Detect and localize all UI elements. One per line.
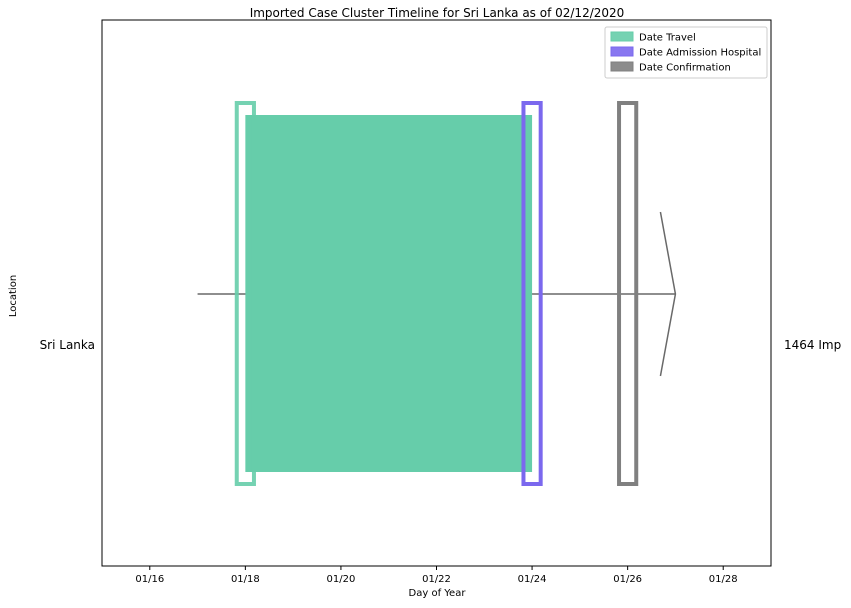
marker-date-travel <box>234 101 256 486</box>
legend-label: Date Confirmation <box>639 63 731 74</box>
legend-label: Date Travel <box>639 33 696 44</box>
x-tick-label: 01/28 <box>709 574 738 585</box>
x-tick-label: 01/16 <box>135 574 164 585</box>
chart-title: Imported Case Cluster Timeline for Sri L… <box>250 6 625 20</box>
legend: Date Travel Date Admission Hospital Date C… <box>604 26 768 79</box>
x-tick-label: 01/18 <box>231 574 260 585</box>
x-tick-label: 01/22 <box>422 574 451 585</box>
legend-swatch <box>610 46 634 57</box>
x-tick-label: 01/20 <box>327 574 356 585</box>
x-axis-label: Day of Year <box>409 588 467 599</box>
x-ticks: 01/16 01/18 01/20 01/22 01/24 01/26 01/28 <box>135 566 738 585</box>
marker-date-admission-hospital <box>521 101 543 486</box>
x-tick-label: 01/26 <box>613 574 642 585</box>
marker-date-confirmation <box>617 101 639 486</box>
legend-label: Date Admission Hospital <box>639 48 761 59</box>
plot-layer <box>197 101 677 486</box>
legend-box <box>604 26 768 79</box>
timeline-arrowhead <box>659 211 677 377</box>
y-axis-label: Location <box>8 275 19 317</box>
legend-swatch <box>610 31 634 42</box>
right-annotation: 1464 Imp <box>784 338 841 352</box>
legend-swatch <box>610 61 634 72</box>
span-date-travel <box>245 115 533 472</box>
x-tick-label: 01/24 <box>518 574 547 585</box>
y-category-label: Sri Lanka <box>40 338 95 352</box>
